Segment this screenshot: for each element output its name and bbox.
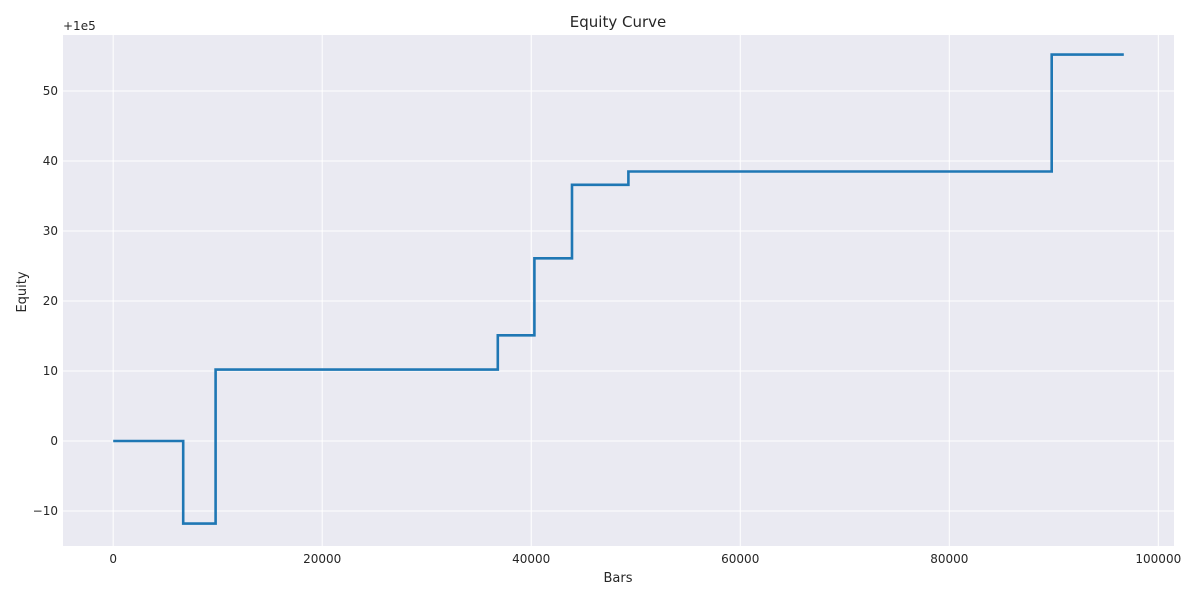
y-tick-label: −10: [33, 504, 58, 518]
x-tick-label: 40000: [512, 552, 550, 566]
equity-series-line: [113, 53, 1124, 525]
x-tick-label: 80000: [930, 552, 968, 566]
y-axis-label: Equity: [15, 271, 30, 312]
x-axis-label: Bars: [603, 571, 632, 586]
y-offset-label: +1e5: [63, 19, 96, 33]
plot-area: [63, 35, 1174, 546]
y-grid: [63, 90, 1174, 512]
series-layer: [113, 53, 1124, 525]
x-tick-label: 20000: [303, 552, 341, 566]
y-tick-label: 50: [43, 84, 58, 98]
x-tick-label: 60000: [721, 552, 759, 566]
y-tick-label: 0: [50, 434, 58, 448]
y-tick-labels: −10 0 10 20 30 40 50: [33, 84, 58, 518]
x-tick-label: 0: [109, 552, 117, 566]
y-tick-label: 30: [43, 224, 58, 238]
x-tick-label: 100000: [1135, 552, 1181, 566]
y-tick-label: 10: [43, 364, 58, 378]
y-tick-label: 40: [43, 154, 58, 168]
chart-title: Equity Curve: [570, 13, 666, 31]
y-tick-label: 20: [43, 294, 58, 308]
x-tick-labels: 0 20000 40000 60000 80000 100000: [109, 552, 1181, 566]
x-grid: [112, 35, 1159, 546]
